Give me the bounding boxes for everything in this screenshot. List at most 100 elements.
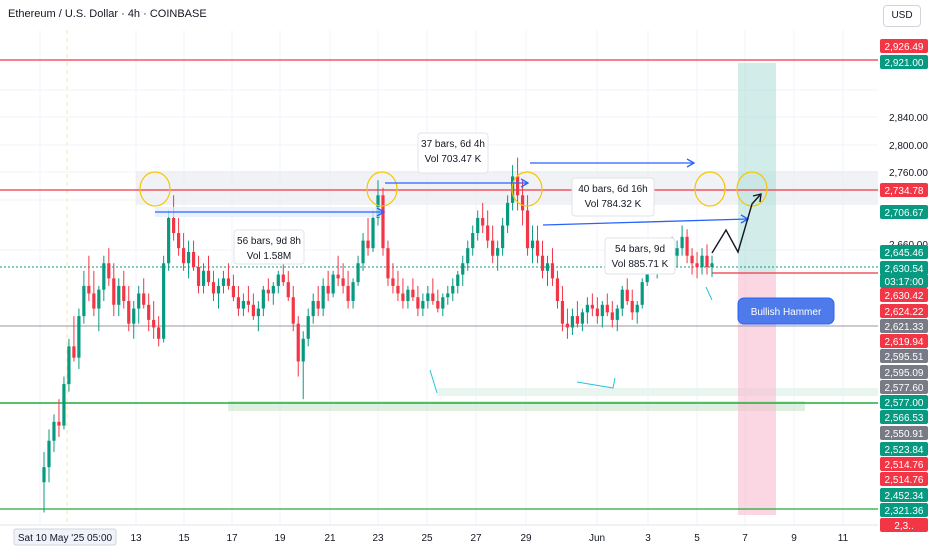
highlight-circle	[511, 171, 543, 207]
candle-body	[446, 293, 450, 298]
candle-body	[461, 263, 465, 275]
candle-body	[491, 240, 495, 256]
candle-body	[351, 282, 355, 302]
price-tag-label: 2,452.34	[885, 491, 924, 502]
candle-body	[82, 285, 86, 317]
price-tag	[880, 488, 928, 502]
candle-body	[326, 285, 330, 294]
x-tick-label: Jun	[589, 533, 605, 544]
candle-body	[316, 301, 320, 309]
candle-body	[47, 440, 51, 468]
annotation-line1: 40 bars, 6d 16h	[578, 184, 648, 195]
candle-body	[142, 293, 146, 305]
price-tag-label: 2,595.09	[885, 368, 924, 379]
candle-body	[391, 278, 395, 286]
annotation-box-2	[417, 132, 489, 174]
x-tick-label: 11	[838, 533, 849, 544]
candle-body	[620, 289, 624, 309]
candle-body	[426, 293, 430, 302]
measure-arrow-2-head	[520, 178, 530, 188]
candle-body	[127, 301, 131, 324]
candle-body	[77, 316, 81, 358]
price-tag-label: 2,645.46	[885, 248, 924, 259]
price-tag	[880, 245, 928, 259]
candle-body	[301, 338, 305, 362]
symbol-title[interactable]: Ethereum / U.S. Dollar · 4h · COINBASE	[8, 8, 207, 20]
candle-body	[456, 274, 460, 286]
candle-body	[62, 384, 66, 426]
candle-body	[97, 289, 101, 309]
price-tag-label: 2,321.36	[885, 506, 924, 517]
y-tick-label: 2,800.00	[889, 141, 928, 152]
y-tick-label: 2,760.00	[889, 168, 928, 179]
price-tag-label: 2,624.22	[885, 307, 924, 318]
projection-path	[711, 194, 761, 254]
measure-arrow-1-head	[376, 207, 386, 217]
candle-body	[147, 304, 151, 320]
candle-body	[366, 240, 370, 249]
annotation-line1: 56 bars, 9d 8h	[237, 236, 301, 247]
candle-body	[371, 217, 375, 249]
candle-body	[122, 285, 126, 302]
candle-body	[361, 240, 365, 264]
annotation-box-1	[233, 229, 305, 265]
x-tick-label: 7	[742, 533, 748, 544]
candle-body	[286, 282, 290, 298]
price-tag-label: 2,577.00	[885, 398, 924, 409]
candle-body	[57, 421, 61, 426]
candle-body	[251, 304, 255, 317]
price-tag	[880, 288, 928, 302]
currency-button[interactable]: USD	[883, 5, 921, 27]
price-tag	[880, 261, 928, 275]
candle-body	[281, 274, 285, 283]
candle-body	[162, 263, 166, 339]
candle-body	[436, 301, 440, 309]
price-tag-label: 2,514.76	[885, 475, 924, 486]
support-wick-1	[429, 369, 438, 394]
candle-body	[590, 304, 594, 309]
candle-body	[396, 285, 400, 294]
candle-body	[42, 467, 46, 483]
candle-body	[525, 210, 530, 249]
x-tick-label: 19	[274, 533, 286, 544]
annotation-line2: Vol 703.47 K	[425, 154, 482, 165]
candle-body	[595, 308, 599, 317]
candle-body	[211, 282, 216, 294]
candle-body	[635, 304, 639, 313]
candle-body	[241, 301, 246, 309]
measure-arrow-3-head	[686, 158, 696, 168]
price-tag	[880, 183, 928, 197]
candle-body	[311, 301, 315, 317]
candle-body	[481, 217, 485, 226]
support-zone	[228, 401, 805, 411]
callout-bullish-hammer[interactable]	[737, 297, 835, 325]
candle-body	[67, 346, 71, 385]
candle-body	[545, 263, 550, 271]
candle-body	[336, 274, 340, 279]
candle-body	[476, 217, 480, 234]
candle-body	[381, 195, 385, 249]
candle-body	[451, 285, 455, 294]
candle-body	[585, 304, 589, 313]
candle-body	[226, 278, 231, 286]
candle-body	[112, 278, 116, 305]
support-zone-upper	[437, 388, 878, 396]
price-tag	[880, 304, 928, 318]
candle-body	[600, 304, 604, 317]
price-tag	[880, 380, 928, 394]
x-tick-label: 15	[178, 533, 190, 544]
candle-body	[92, 293, 96, 309]
price-tag	[880, 457, 928, 471]
price-tag-label: 2,566.53	[885, 413, 924, 424]
candle-body	[271, 285, 275, 294]
candle-body	[176, 233, 181, 249]
candle-body	[506, 202, 510, 226]
candle-body	[560, 301, 565, 324]
price-tag	[880, 518, 928, 532]
y-tick-label: 2,840.00	[889, 113, 928, 124]
candle-body	[610, 312, 614, 320]
candle-body	[137, 293, 141, 309]
